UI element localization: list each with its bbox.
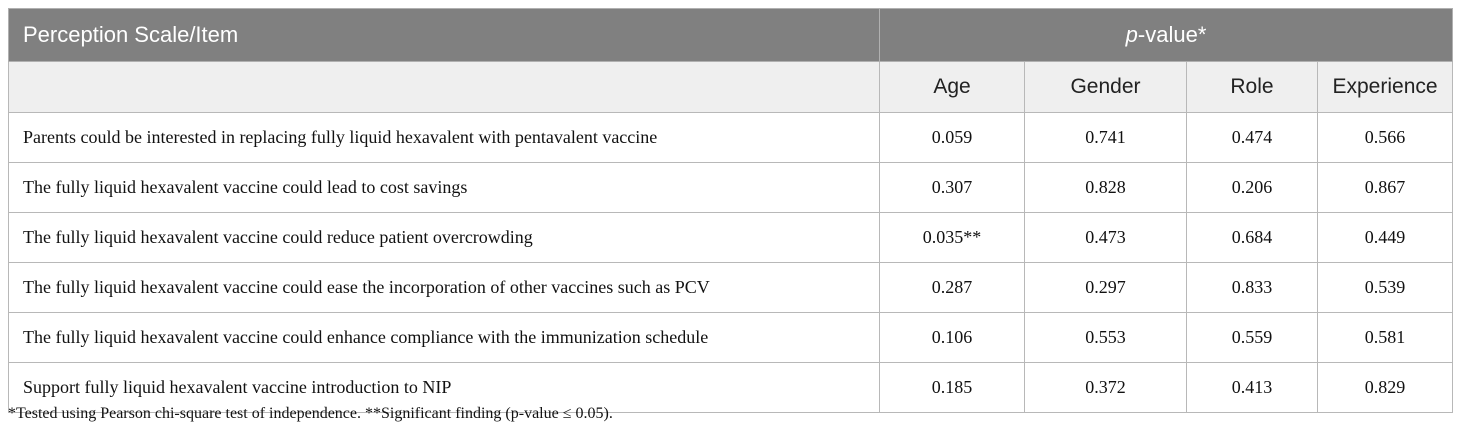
cell-role: 0.474 <box>1186 112 1318 163</box>
table-row: The fully liquid hexavalent vaccine coul… <box>8 262 1454 313</box>
cell-experience: 0.867 <box>1316 162 1454 213</box>
subheader-row: Age Gender Role Experience <box>8 61 1454 113</box>
row-item: The fully liquid hexavalent vaccine coul… <box>8 312 880 363</box>
cell-role: 0.559 <box>1186 312 1318 363</box>
row-item: Support fully liquid hexavalent vaccine … <box>8 362 880 413</box>
cell-experience: 0.581 <box>1316 312 1454 363</box>
row-item: Parents could be interested in replacing… <box>8 112 880 163</box>
cell-role: 0.833 <box>1186 262 1318 313</box>
subheader-gender: Gender <box>1024 61 1187 113</box>
perception-pvalue-table: Perception Scale/Item p-value* Age Gende… <box>8 8 1454 413</box>
cell-gender: 0.553 <box>1024 312 1187 363</box>
header-pvalue: p-value* <box>878 8 1454 62</box>
header-pvalue-rest: -value* <box>1137 22 1207 47</box>
row-item: The fully liquid hexavalent vaccine coul… <box>8 162 880 213</box>
cell-gender: 0.473 <box>1024 212 1187 263</box>
table-row: Support fully liquid hexavalent vaccine … <box>8 362 1454 413</box>
cell-age: 0.059 <box>879 112 1025 163</box>
cell-role: 0.684 <box>1186 212 1318 263</box>
cell-gender: 0.297 <box>1024 262 1187 313</box>
cell-age: 0.106 <box>879 312 1025 363</box>
cell-age: 0.307 <box>879 162 1025 213</box>
table-row: The fully liquid hexavalent vaccine coul… <box>8 312 1454 363</box>
cell-gender: 0.828 <box>1024 162 1187 213</box>
cell-experience: 0.829 <box>1316 362 1454 413</box>
row-item: The fully liquid hexavalent vaccine coul… <box>8 262 880 313</box>
results-table-container: Perception Scale/Item p-value* Age Gende… <box>8 8 1454 413</box>
cell-experience: 0.449 <box>1316 212 1454 263</box>
subheader-age: Age <box>879 61 1025 113</box>
cell-role: 0.413 <box>1186 362 1318 413</box>
table-footnote: *Tested using Pearson chi-square test of… <box>8 405 613 422</box>
header-row: Perception Scale/Item p-value* <box>8 8 1454 62</box>
header-pvalue-italic: p <box>1125 22 1138 47</box>
cell-age: 0.287 <box>879 262 1025 313</box>
subheader-empty <box>8 61 880 113</box>
cell-gender: 0.741 <box>1024 112 1187 163</box>
cell-age: 0.185 <box>879 362 1025 413</box>
cell-age: 0.035** <box>879 212 1025 263</box>
cell-experience: 0.539 <box>1316 262 1454 313</box>
subheader-role: Role <box>1186 61 1318 113</box>
cell-experience: 0.566 <box>1316 112 1454 163</box>
table-row: The fully liquid hexavalent vaccine coul… <box>8 212 1454 263</box>
header-perception-scale: Perception Scale/Item <box>8 8 880 62</box>
cell-role: 0.206 <box>1186 162 1318 213</box>
table-row: Parents could be interested in replacing… <box>8 112 1454 163</box>
table-row: The fully liquid hexavalent vaccine coul… <box>8 162 1454 213</box>
row-item: The fully liquid hexavalent vaccine coul… <box>8 212 880 263</box>
cell-gender: 0.372 <box>1024 362 1187 413</box>
subheader-experience: Experience <box>1316 61 1454 113</box>
